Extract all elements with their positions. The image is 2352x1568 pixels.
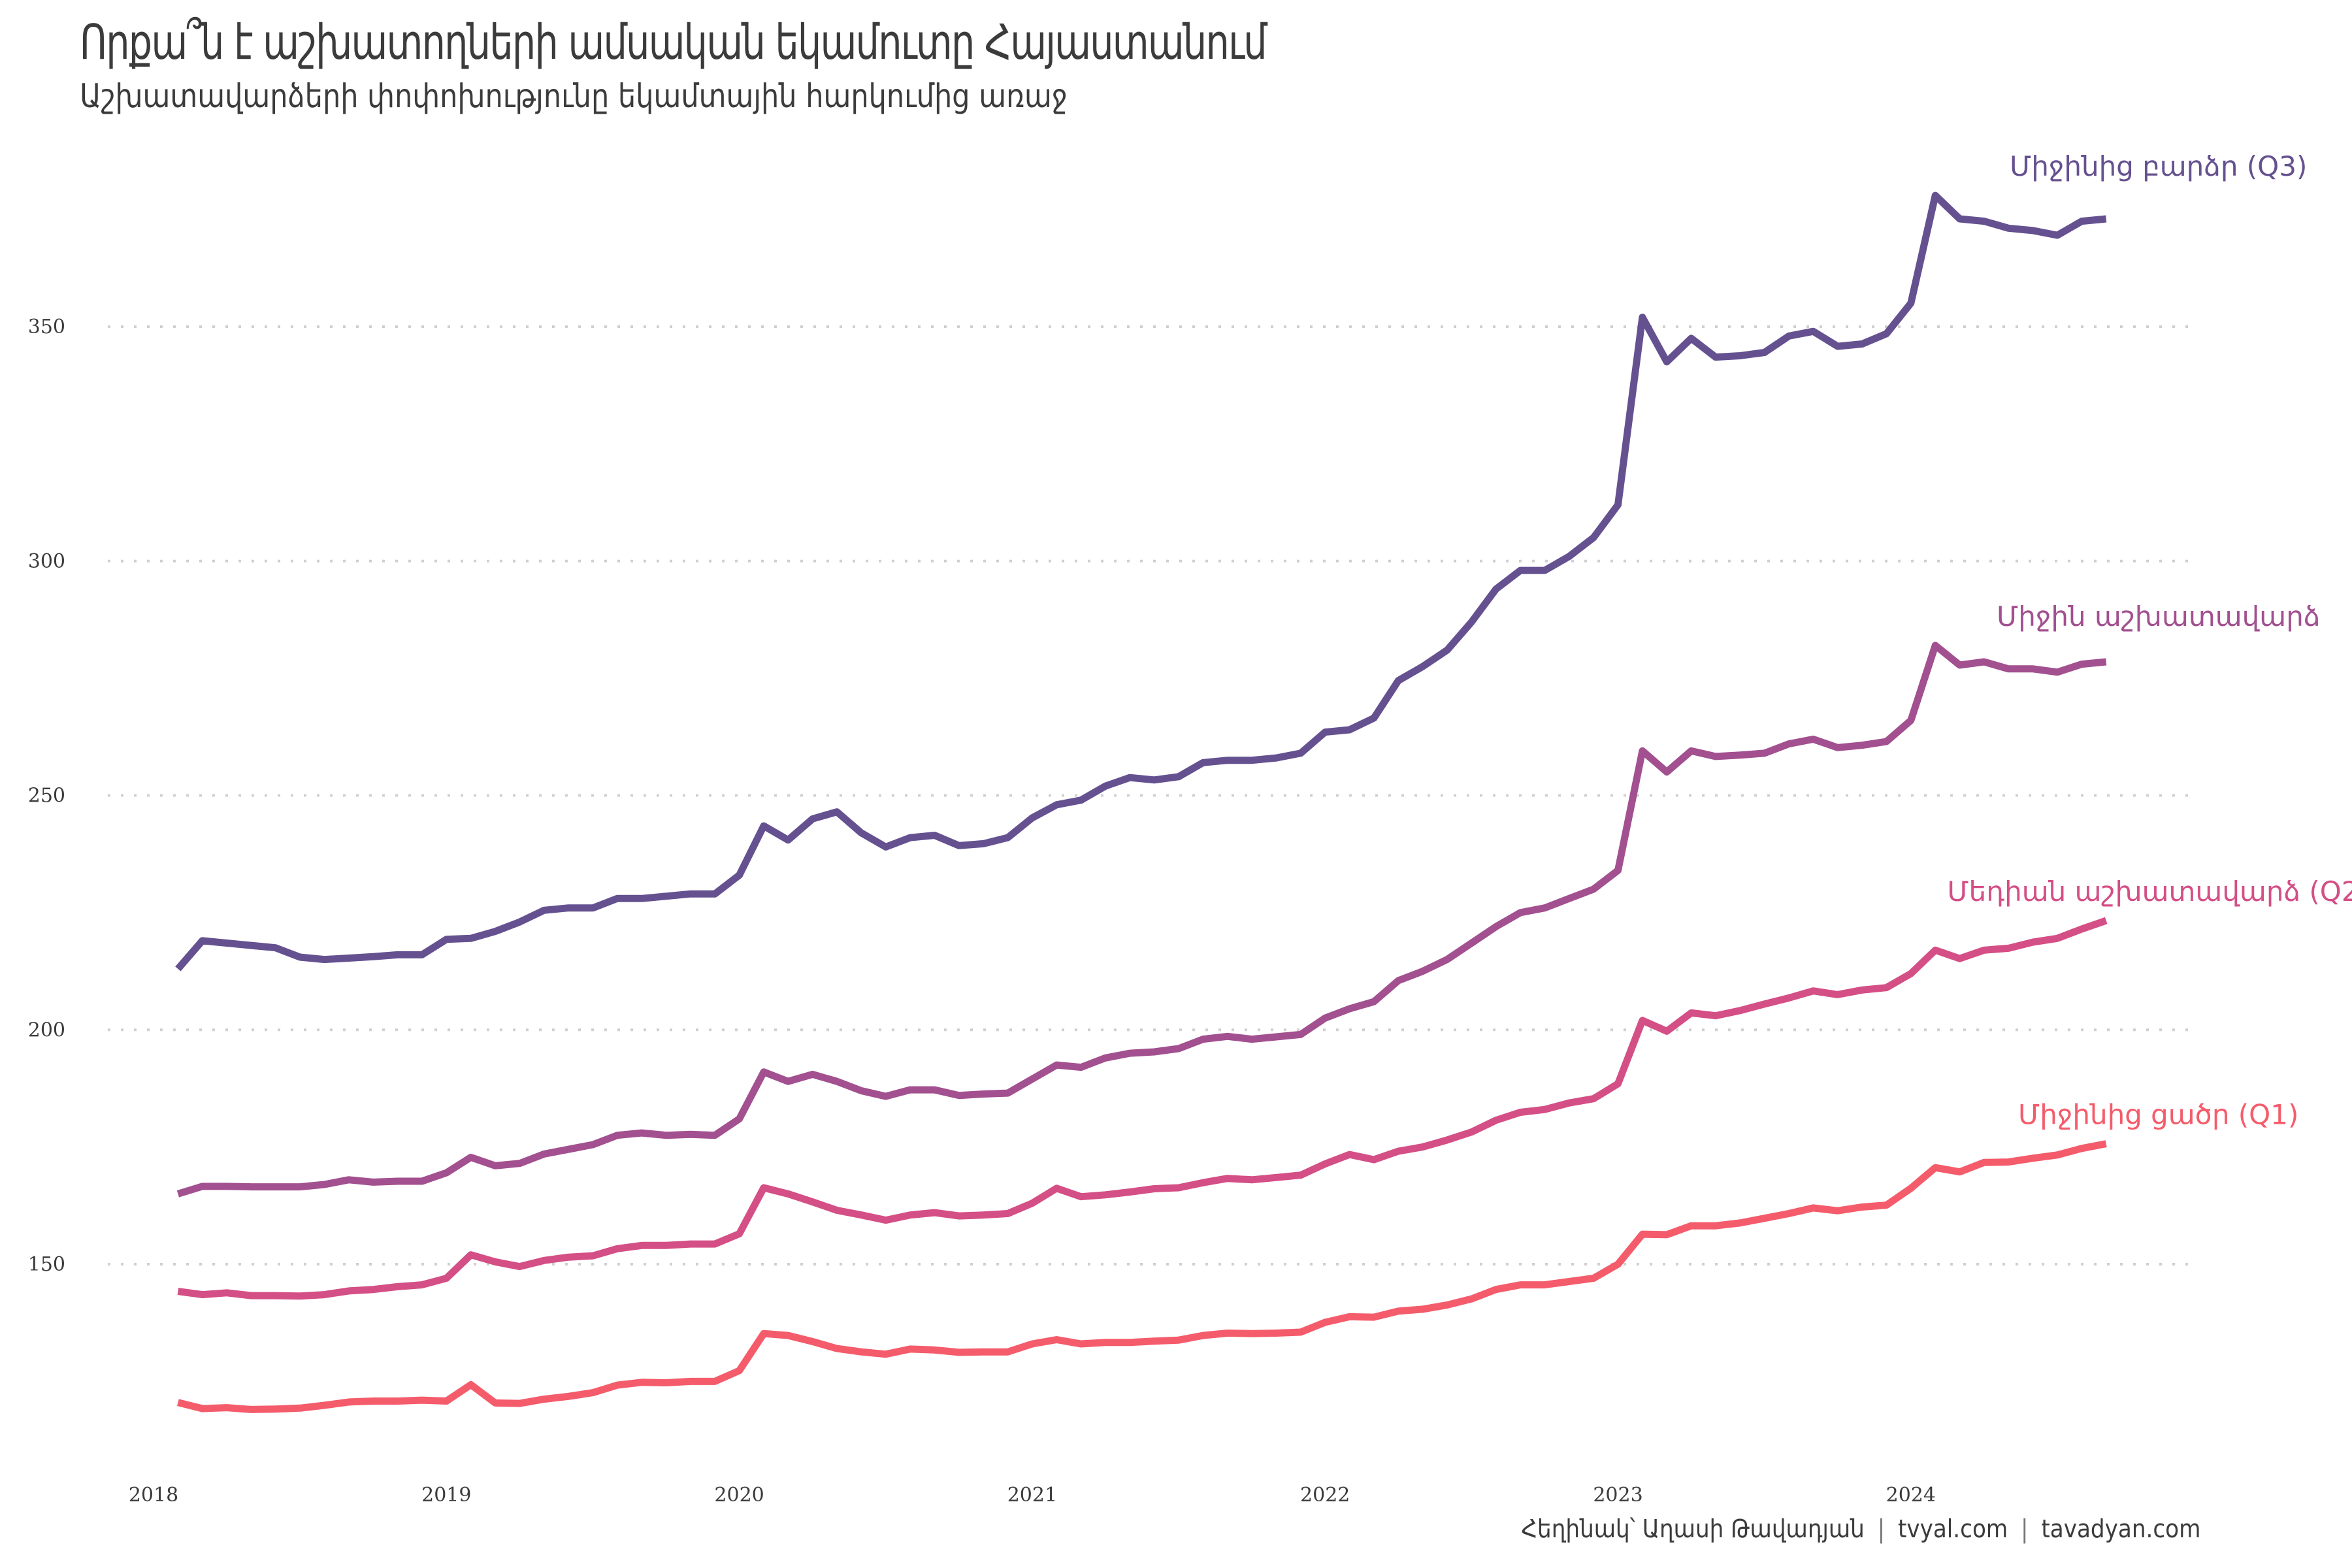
gridlines	[108, 325, 2198, 1266]
x-tick-label: 2020	[714, 1484, 764, 1507]
x-tick-label: 2019	[421, 1484, 471, 1507]
series-label-1: Միջինից բարձր (Q3)	[2010, 150, 2307, 182]
chart-title: Որքա՞ն է աշխատողների ամսական եկամուտը Հա…	[80, 14, 1267, 71]
x-tick-label: 2024	[1886, 1484, 1936, 1507]
x-tick-label: 2022	[1300, 1484, 1350, 1507]
series-line-4	[177, 1140, 2107, 1413]
series-line-1	[175, 191, 2107, 972]
x-axis-ticks: 2018 2019 2020 2021 2022 2023 2024	[129, 1484, 1936, 1507]
caption: Հեղինակ՝ Աղասի Թավադյան | tvyal.com | tavady…	[1521, 1514, 2200, 1543]
y-tick-label: 200	[28, 1019, 65, 1041]
x-tick-label: 2021	[1007, 1484, 1057, 1507]
x-tick-label: 2023	[1593, 1484, 1642, 1507]
series-label-2: Միջին աշխատավարձ	[1997, 600, 2320, 632]
y-tick-label: 250	[28, 785, 65, 808]
series-line-2	[176, 642, 2107, 1198]
y-tick-label: 150	[28, 1253, 65, 1276]
series-lines	[175, 191, 2108, 1413]
chart-subtitle: Աշխատավարձերի փոփոխությունը եկամտային հա…	[80, 77, 1068, 115]
series-labels: Միջինից բարձր (Q3) Միջին աշխատավարձ Մեդիան…	[1947, 150, 2352, 1131]
caption-separator: |	[1877, 1514, 1885, 1543]
series-label-4: Միջինից ցածր (Q1)	[2018, 1099, 2298, 1131]
y-tick-label: 300	[28, 550, 65, 573]
y-tick-label: 350	[28, 316, 65, 338]
caption-site-tvyal: tvyal.com	[1897, 1514, 2008, 1543]
caption-site-tavadyan: tavadyan.com	[2040, 1514, 2200, 1543]
caption-separator: |	[2020, 1514, 2029, 1543]
caption-author: Հեղինակ՝ Աղասի Թավադյան	[1521, 1514, 1865, 1543]
y-axis-ticks: 150 200 250 300 350	[28, 316, 65, 1276]
x-tick-label: 2018	[129, 1484, 178, 1507]
series-label-3: Մեդիան աշխատավարձ (Q2)	[1947, 875, 2352, 907]
series-line-3	[177, 917, 2108, 1300]
